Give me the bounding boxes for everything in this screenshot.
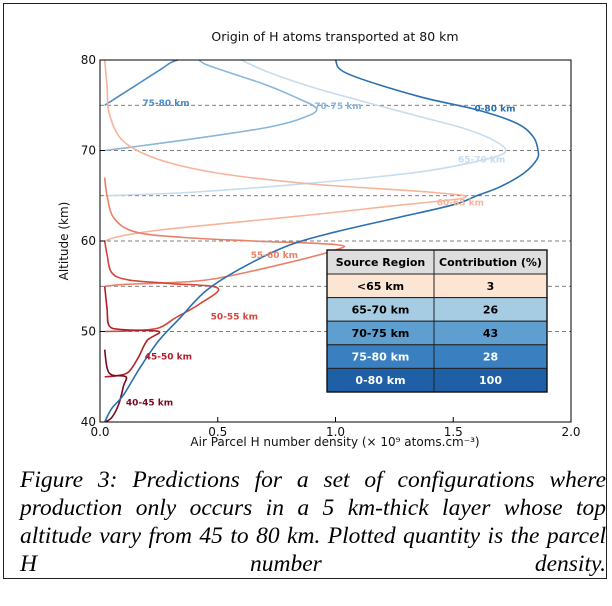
- chart-title: Origin of H atoms transported at 80 km: [211, 29, 458, 44]
- series-70-75-km: [104, 59, 318, 152]
- table-row-2-contribution: 43: [483, 327, 498, 340]
- series-label-40-45-km: 40-45 km: [126, 399, 173, 409]
- series-60-65-km: [103, 59, 468, 242]
- series-label-0-80-km: 0-80 km: [474, 105, 515, 115]
- x-tick-label-0.0: 0.0: [90, 425, 109, 439]
- series-label-70-75-km: 70-75 km: [314, 102, 361, 112]
- contribution-table: Source Region Contribution (%) <65 km 3 65-7…: [326, 249, 548, 393]
- y-tick-label-40: 40: [81, 415, 96, 429]
- table-row-0-contribution: 3: [487, 280, 495, 293]
- series-label-45-50-km: 45-50 km: [145, 353, 192, 363]
- series-45-50-km: [103, 286, 161, 378]
- caption-text: Figure 3: Predictions for a set of confi…: [20, 467, 606, 577]
- series-50-55-km: [103, 240, 220, 333]
- table-row-0-region: <65 km: [357, 280, 404, 293]
- table-header-region: Source Region: [336, 256, 426, 269]
- y-axis-label: Altitude (km): [57, 202, 71, 281]
- series-label-75-80-km: 75-80 km: [142, 99, 189, 109]
- x-axis-label: Air Parcel H number density (× 10⁹ atoms…: [190, 435, 479, 449]
- table-row-4-region: 0-80 km: [355, 374, 405, 387]
- y-tick-label-50: 50: [81, 325, 96, 339]
- chart: 0-80 km 75-80 km 70-75 km 65-70 km 60-65 km 5…: [57, 29, 581, 449]
- x-tick-label-0.5: 0.5: [208, 425, 227, 439]
- table-row-2-region: 70-75 km: [352, 327, 410, 340]
- figure-caption: Figure 3: Predictions for a set of confi…: [20, 466, 606, 606]
- table-row-3-region: 75-80 km: [352, 351, 410, 364]
- series-0-80-km: [103, 59, 540, 423]
- series-label-65-70-km: 65-70 km: [458, 155, 505, 165]
- x-tick-label-1.5: 1.5: [444, 425, 463, 439]
- series-labels: 0-80 km 75-80 km 70-75 km 65-70 km 60-65 km 5…: [126, 99, 516, 409]
- series-65-70-km: [104, 59, 507, 197]
- series-55-60-km: [103, 177, 346, 288]
- series-label-55-60-km: 55-60 km: [251, 251, 298, 261]
- table-header-contribution: Contribution (%): [439, 256, 542, 269]
- table-row-1-region: 65-70 km: [352, 303, 410, 316]
- table-row-1-contribution: 26: [483, 303, 499, 316]
- series-group: [103, 59, 540, 423]
- table-row-3-contribution: 28: [483, 351, 498, 364]
- table-border: [326, 249, 548, 393]
- y-tick-label-70: 70: [81, 144, 96, 158]
- series-label-60-65-km: 60-65 km: [437, 199, 484, 209]
- x-tick-label-1.0: 1.0: [326, 425, 345, 439]
- series-40-45-km: [103, 349, 128, 423]
- table-header-region-bg: [326, 249, 435, 275]
- figure-frame: 0-80 km 75-80 km 70-75 km 65-70 km 60-65 km 5…: [3, 3, 607, 579]
- axis-ticks: 0.0 0.5 1.0 1.5 2.0 40 50 60 70 80: [81, 53, 581, 439]
- y-tick-label-80: 80: [81, 53, 96, 67]
- y-tick-label-60: 60: [81, 234, 96, 248]
- x-tick-label-2.0: 2.0: [561, 425, 580, 439]
- series-75-80-km: [104, 59, 179, 106]
- series-label-50-55-km: 50-55 km: [211, 313, 258, 323]
- table-row-4-contribution: 100: [479, 374, 502, 387]
